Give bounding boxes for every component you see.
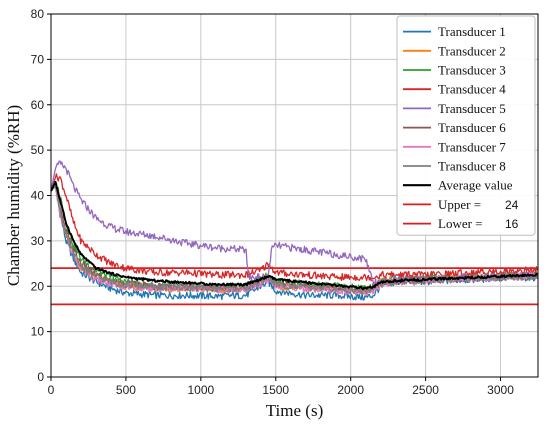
legend-label: Transducer 3 (438, 63, 506, 78)
y-tick-label: 50 (31, 143, 45, 157)
y-tick-label: 0 (37, 370, 44, 384)
legend-label: Average value (438, 178, 513, 193)
legend-label: Transducer 8 (438, 159, 506, 174)
x-tick-label: 3000 (487, 383, 514, 397)
series-lines (50, 160, 539, 301)
x-tick-label: 2500 (412, 383, 439, 397)
legend-label: Transducer 6 (438, 120, 506, 135)
legend-label: Transducer 7 (438, 139, 506, 154)
legend-label: Transducer 1 (438, 24, 506, 39)
x-tick-label: 1500 (262, 383, 289, 397)
legend-box (396, 15, 536, 236)
axis-ticks: 0 500 1000 1500 2000 2500 3000 0 10 20 30 40 50 60 70 8… (31, 7, 515, 397)
x-tick-label: 2000 (337, 383, 364, 397)
legend-label: Lower = (438, 216, 483, 231)
legend-value: 24 (505, 198, 519, 212)
legend: Transducer 1 Transducer 2 Transducer 3 Tran… (396, 15, 536, 236)
legend-label: Upper = (438, 197, 481, 212)
y-tick-label: 70 (31, 52, 45, 66)
y-tick-label: 20 (31, 279, 45, 293)
y-tick-label: 30 (31, 234, 45, 248)
legend-label: Transducer 5 (438, 101, 506, 116)
series-line-8 (50, 180, 538, 291)
x-tick-label: 500 (116, 383, 136, 397)
legend-value: 16 (505, 217, 519, 231)
series-line-3 (50, 173, 539, 282)
legend-label: Transducer 2 (438, 43, 506, 58)
x-axis-label: Time (s) (266, 401, 323, 420)
y-axis-label: Chamber humidity (%RH) (4, 105, 23, 286)
y-tick-label: 60 (31, 98, 45, 112)
legend-label: Transducer 4 (438, 82, 506, 97)
x-tick-label: 0 (48, 383, 55, 397)
y-tick-label: 40 (31, 189, 45, 203)
y-tick-label: 10 (31, 325, 45, 339)
y-tick-label: 80 (31, 7, 45, 21)
x-tick-label: 1000 (187, 383, 214, 397)
